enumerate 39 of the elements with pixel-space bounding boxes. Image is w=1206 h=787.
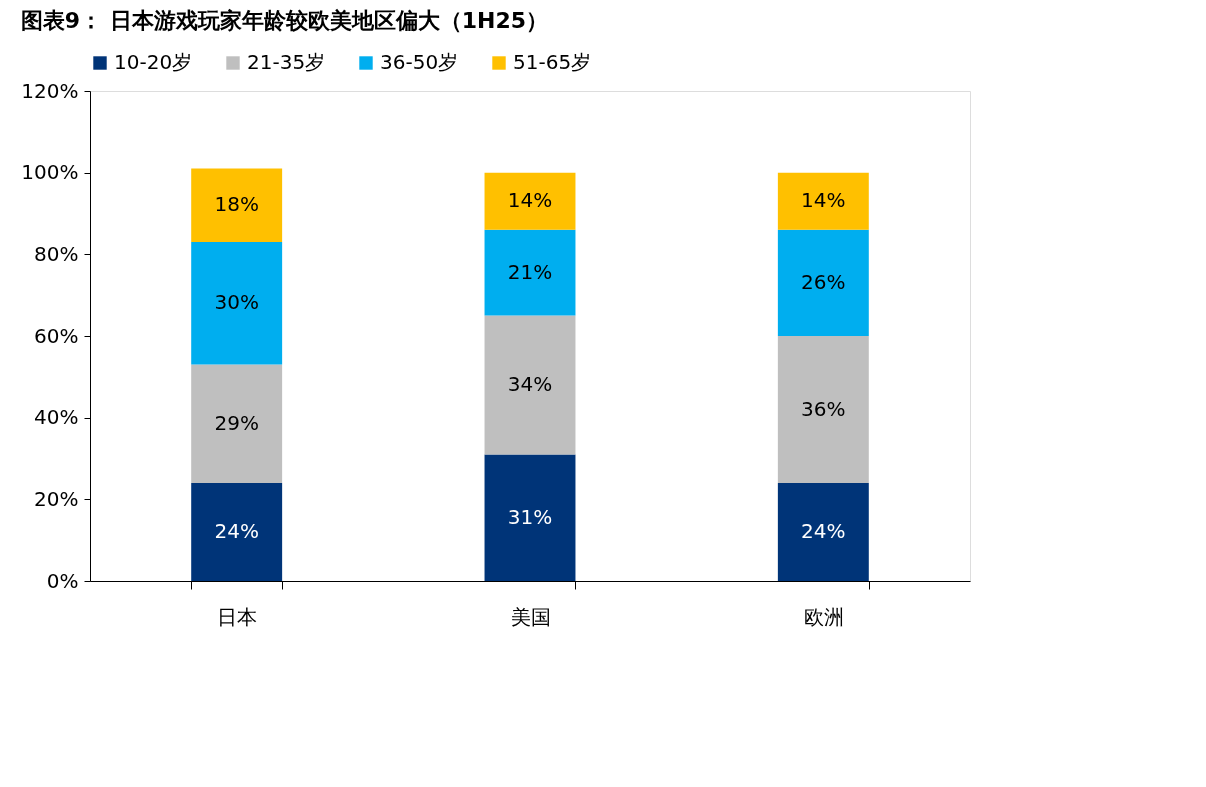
bar [191,364,283,483]
bar [777,483,869,581]
data-label: 26% [801,269,846,294]
data-label: 29% [214,410,259,435]
x-tick-label: 美国 [510,604,551,629]
bar [777,172,869,230]
y-tick-label: 40% [34,405,79,430]
chart-title: 图表9： 日本游戏玩家年龄较欧美地区偏大（1H25） [20,8,549,33]
data-label: 14% [801,188,846,213]
bar [484,229,576,316]
y-tick-label: 120% [21,78,79,103]
bar [191,483,283,581]
legend-label: 51-65岁 [513,50,592,74]
bar [484,315,576,455]
bar [191,242,283,365]
legend-label: 36-50岁 [380,50,459,74]
data-label: 21% [507,259,553,284]
y-tick-label: 20% [34,486,79,511]
data-label: 18% [214,192,259,217]
y-tick-label: 80% [34,241,79,266]
bar [484,172,576,230]
data-label: 31% [507,504,553,529]
bar [777,336,869,483]
legend-label: 10-20岁 [114,50,193,74]
y-tick-label: 0% [46,568,79,593]
y-tick-label: 100% [21,160,79,185]
data-label: 30% [214,290,259,315]
data-label: 24% [214,519,259,543]
bar [191,168,283,243]
legend-label: 21-35岁 [247,50,326,74]
y-tick-label: 60% [34,323,79,348]
data-label: 36% [801,396,846,421]
data-label: 24% [801,519,846,543]
bar [484,454,576,581]
x-tick-label: 欧洲 [803,604,844,629]
data-label: 14% [507,188,553,213]
x-tick-label: 日本 [217,604,258,629]
data-label: 34% [507,372,553,396]
bar [777,229,869,336]
